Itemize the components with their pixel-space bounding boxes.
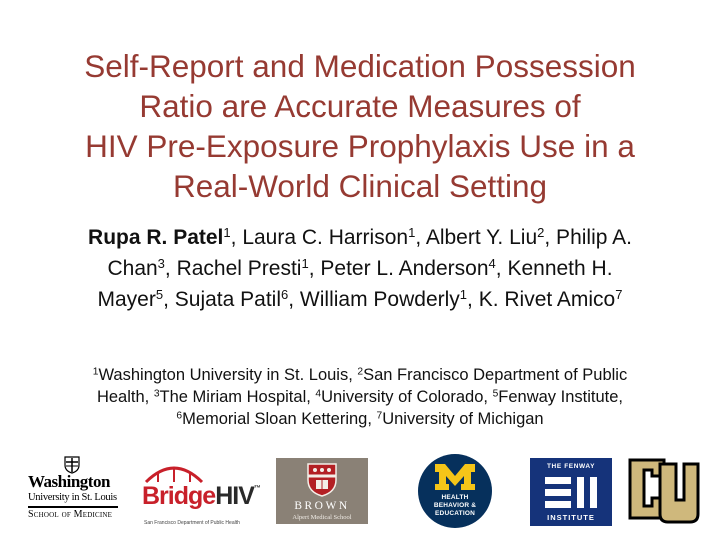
bridge-arc-icon [144, 466, 204, 484]
text-segment: University of Michigan [382, 410, 544, 428]
text-segment: San Francisco Department of Public [363, 366, 628, 384]
affiliation-marker: 7 [615, 286, 623, 302]
affiliation-line: Health, 3The Miriam Hospital, 4Universit… [20, 386, 700, 408]
title-line: HIV Pre-Exposure Prophylaxis Use in a [85, 128, 635, 164]
shield-icon [307, 463, 337, 497]
text-segment: Fenway Institute, [498, 388, 624, 406]
affiliation-marker: 6 [176, 410, 183, 422]
fenway-top-text: THE FENWAY [546, 463, 595, 470]
affiliation-marker: 6 [281, 286, 289, 302]
affiliation-marker: 3 [153, 388, 160, 400]
text-segment: University of Colorado, [321, 388, 493, 406]
affiliation-marker: 4 [315, 388, 322, 400]
bridge-wordmark: BridgeHIV™ [142, 482, 261, 511]
fenway-mark-icon [545, 477, 597, 508]
affiliation-marker: 5 [492, 388, 499, 400]
washu-line2: University in St. Louis [28, 492, 117, 503]
text-segment: , Rachel Presti [164, 257, 302, 280]
bridgehiv-logo: BridgeHIV™ San Francisco Department of P… [142, 460, 261, 526]
title-line: Real-World Clinical Setting [172, 168, 548, 204]
affiliation-marker: 2 [357, 366, 364, 378]
author-line: Rupa R. Patel1, Laura C. Harrison1, Albe… [10, 222, 710, 253]
bridge-tagline: San Francisco Department of Public Healt… [144, 520, 240, 526]
michigan-logo: HEALTH BEHAVIOR & EDUCATION [418, 454, 492, 528]
logo-strip: Washington University in St. Louis Schoo… [0, 450, 720, 530]
presenting-author: Rupa R. Patel [88, 226, 224, 249]
title-line: Self-Report and Medication Possession [84, 48, 636, 84]
slide-title: Self-Report and Medication Possession Ra… [20, 46, 700, 206]
text-segment: , Philip A. [544, 226, 632, 249]
michigan-line1: HEALTH [441, 494, 469, 501]
text-segment: , Sujata Patil [163, 288, 281, 311]
fenway-logo: THE FENWAY INSTITUTE [530, 458, 612, 526]
text-segment: , Kenneth H. [495, 257, 613, 280]
brown-subtitle: Alpert Medical School [292, 514, 352, 521]
washu-divider [28, 506, 118, 508]
washu-line3: School of Medicine [28, 509, 113, 520]
text-segment: Health, [96, 388, 154, 406]
michigan-line2: BEHAVIOR & [433, 502, 477, 509]
brown-name: BROWN [294, 500, 350, 512]
trademark: ™ [253, 485, 261, 492]
affiliation-marker: 3 [157, 255, 165, 271]
washu-logo: Washington University in St. Louis Schoo… [28, 456, 120, 524]
affiliation-line: 1Washington University in St. Louis, 2Sa… [20, 364, 700, 386]
affiliation-marker: 1 [301, 255, 309, 271]
affiliation-marker: 1 [223, 224, 231, 240]
text-segment: , Laura C. Harrison [230, 226, 409, 249]
text-segment: , Albert Y. Liu [415, 226, 538, 249]
author-line: Chan3, Rachel Presti1, Peter L. Anderson… [10, 253, 710, 284]
text-segment: Washington University in St. Louis, [98, 366, 358, 384]
brown-logo: BROWN Alpert Medical School [276, 458, 368, 524]
fenway-bottom-text: INSTITUTE [547, 513, 595, 522]
author-list: Rupa R. Patel1, Laura C. Harrison1, Albe… [10, 222, 710, 315]
author-line: Mayer5, Sujata Patil6, William Powderly1… [10, 284, 710, 315]
text-segment: Memorial Sloan Kettering, [182, 410, 377, 428]
affiliation-list: 1Washington University in St. Louis, 2Sa… [20, 364, 700, 430]
affiliation-marker: 7 [376, 410, 383, 422]
affiliation-marker: 5 [155, 286, 164, 302]
block-m-icon [435, 464, 475, 490]
text-segment: , William Powderly [288, 288, 460, 311]
title-line: Ratio are Accurate Measures of [139, 88, 581, 124]
affiliation-marker: 1 [459, 286, 468, 302]
affiliation-marker: 2 [537, 224, 545, 240]
affiliation-marker: 4 [488, 255, 496, 271]
affiliation-marker: 1 [408, 224, 416, 240]
text-segment: , K. Rivet Amico [467, 288, 616, 311]
text-segment: Mayer [97, 288, 156, 311]
hiv-word: HIV [215, 482, 255, 510]
text-segment: The Miriam Hospital, [159, 388, 316, 406]
cu-logo-icon [628, 458, 700, 524]
bridge-word: Bridge [142, 482, 216, 510]
text-segment: , Peter L. Anderson [308, 257, 489, 280]
affiliation-marker: 1 [92, 366, 99, 378]
crest-icon [64, 456, 80, 474]
washu-line1: Washington [28, 472, 110, 491]
michigan-line3: EDUCATION [435, 510, 475, 517]
text-segment: Chan [107, 257, 158, 280]
affiliation-line: 6Memorial Sloan Kettering, 7University o… [20, 408, 700, 430]
